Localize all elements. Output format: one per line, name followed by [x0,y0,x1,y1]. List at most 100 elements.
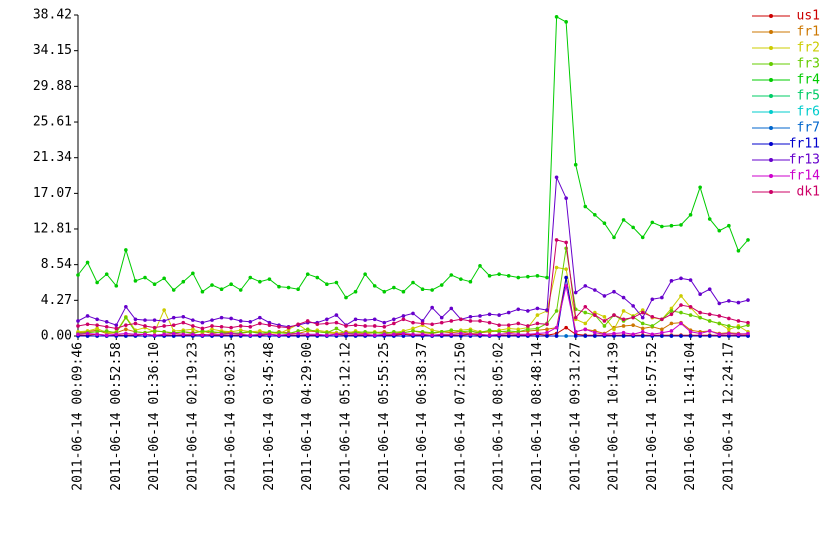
data-point [746,323,750,327]
legend-marker [769,62,773,66]
data-point [478,264,482,268]
data-point [334,313,339,317]
data-point [478,319,482,323]
legend-marker [769,78,773,82]
data-point [650,220,655,225]
data-point [746,320,750,325]
legend-label: fr5 [797,89,820,104]
data-point [382,332,387,337]
data-point [497,323,501,327]
data-point [717,321,722,326]
data-point [727,223,731,228]
data-point [401,314,406,318]
data-point [468,332,473,337]
data-point [315,275,320,280]
data-point [344,334,348,338]
data-point [372,284,377,288]
data-point [325,333,329,337]
data-point [238,328,243,332]
x-tick-label: 2011-06-14 03:02:35 [224,342,239,491]
data-point [660,295,664,300]
data-point [238,324,243,328]
data-point [506,331,511,336]
data-point [85,334,90,338]
data-point [95,280,99,285]
data-point [439,332,444,337]
data-point [296,331,300,336]
x-tick-label: 2011-06-14 05:55:25 [377,342,392,491]
data-point [564,240,568,245]
data-point [640,321,645,326]
data-point [114,326,119,331]
data-point [640,334,645,338]
data-point [650,297,655,302]
data-point [181,320,186,325]
data-point [305,332,310,337]
data-point [717,228,722,233]
y-tick-label: 21.34 [33,150,72,165]
data-point [171,331,176,336]
y-tick-label: 8.54 [41,257,72,272]
data-point [717,314,722,318]
data-point [746,238,750,242]
data-point [526,309,530,313]
data-point [698,292,702,297]
data-point [640,310,645,315]
data-point [143,332,147,337]
data-point [468,279,473,284]
data-point [85,322,90,327]
y-tick-label: 29.88 [33,79,72,94]
data-point [124,248,128,252]
data-point [736,319,741,323]
data-point [612,313,616,317]
data-point [420,332,425,337]
data-point [631,225,635,230]
data-point [296,322,300,327]
data-point [707,312,712,317]
legend-marker [769,126,773,130]
data-point [315,332,320,337]
data-point [114,323,119,327]
data-point [506,334,511,338]
data-point [573,330,578,334]
data-point [420,321,425,326]
data-point [363,332,367,337]
data-point [727,331,731,336]
data-point [535,306,540,311]
data-point [353,323,358,327]
data-point [573,334,578,338]
data-point [430,322,434,327]
data-point [449,319,454,323]
data-point [219,287,224,292]
data-point [191,332,195,337]
data-point [353,317,358,322]
data-point [679,321,683,326]
data-point [344,331,348,336]
data-point [382,320,387,325]
data-point [650,314,655,319]
data-point [612,289,616,294]
data-point [535,334,540,338]
data-point [114,332,119,337]
data-point [526,274,530,279]
data-point [248,330,253,334]
data-point [401,317,406,322]
x-tick-label: 2011-06-14 09:31:27 [568,342,583,491]
legend-label: fr2 [797,41,820,56]
data-point [200,326,205,331]
data-point [688,334,693,338]
data-point [439,283,444,287]
data-point [669,312,674,317]
data-point [372,333,377,337]
data-point [258,332,262,337]
data-point [554,238,559,242]
data-point [669,321,674,326]
data-point [497,313,501,317]
data-point [277,330,281,335]
data-point [535,321,540,326]
legend-label: fr11 [789,137,820,152]
data-point [497,272,501,276]
data-point [334,332,339,337]
data-point [621,317,626,322]
